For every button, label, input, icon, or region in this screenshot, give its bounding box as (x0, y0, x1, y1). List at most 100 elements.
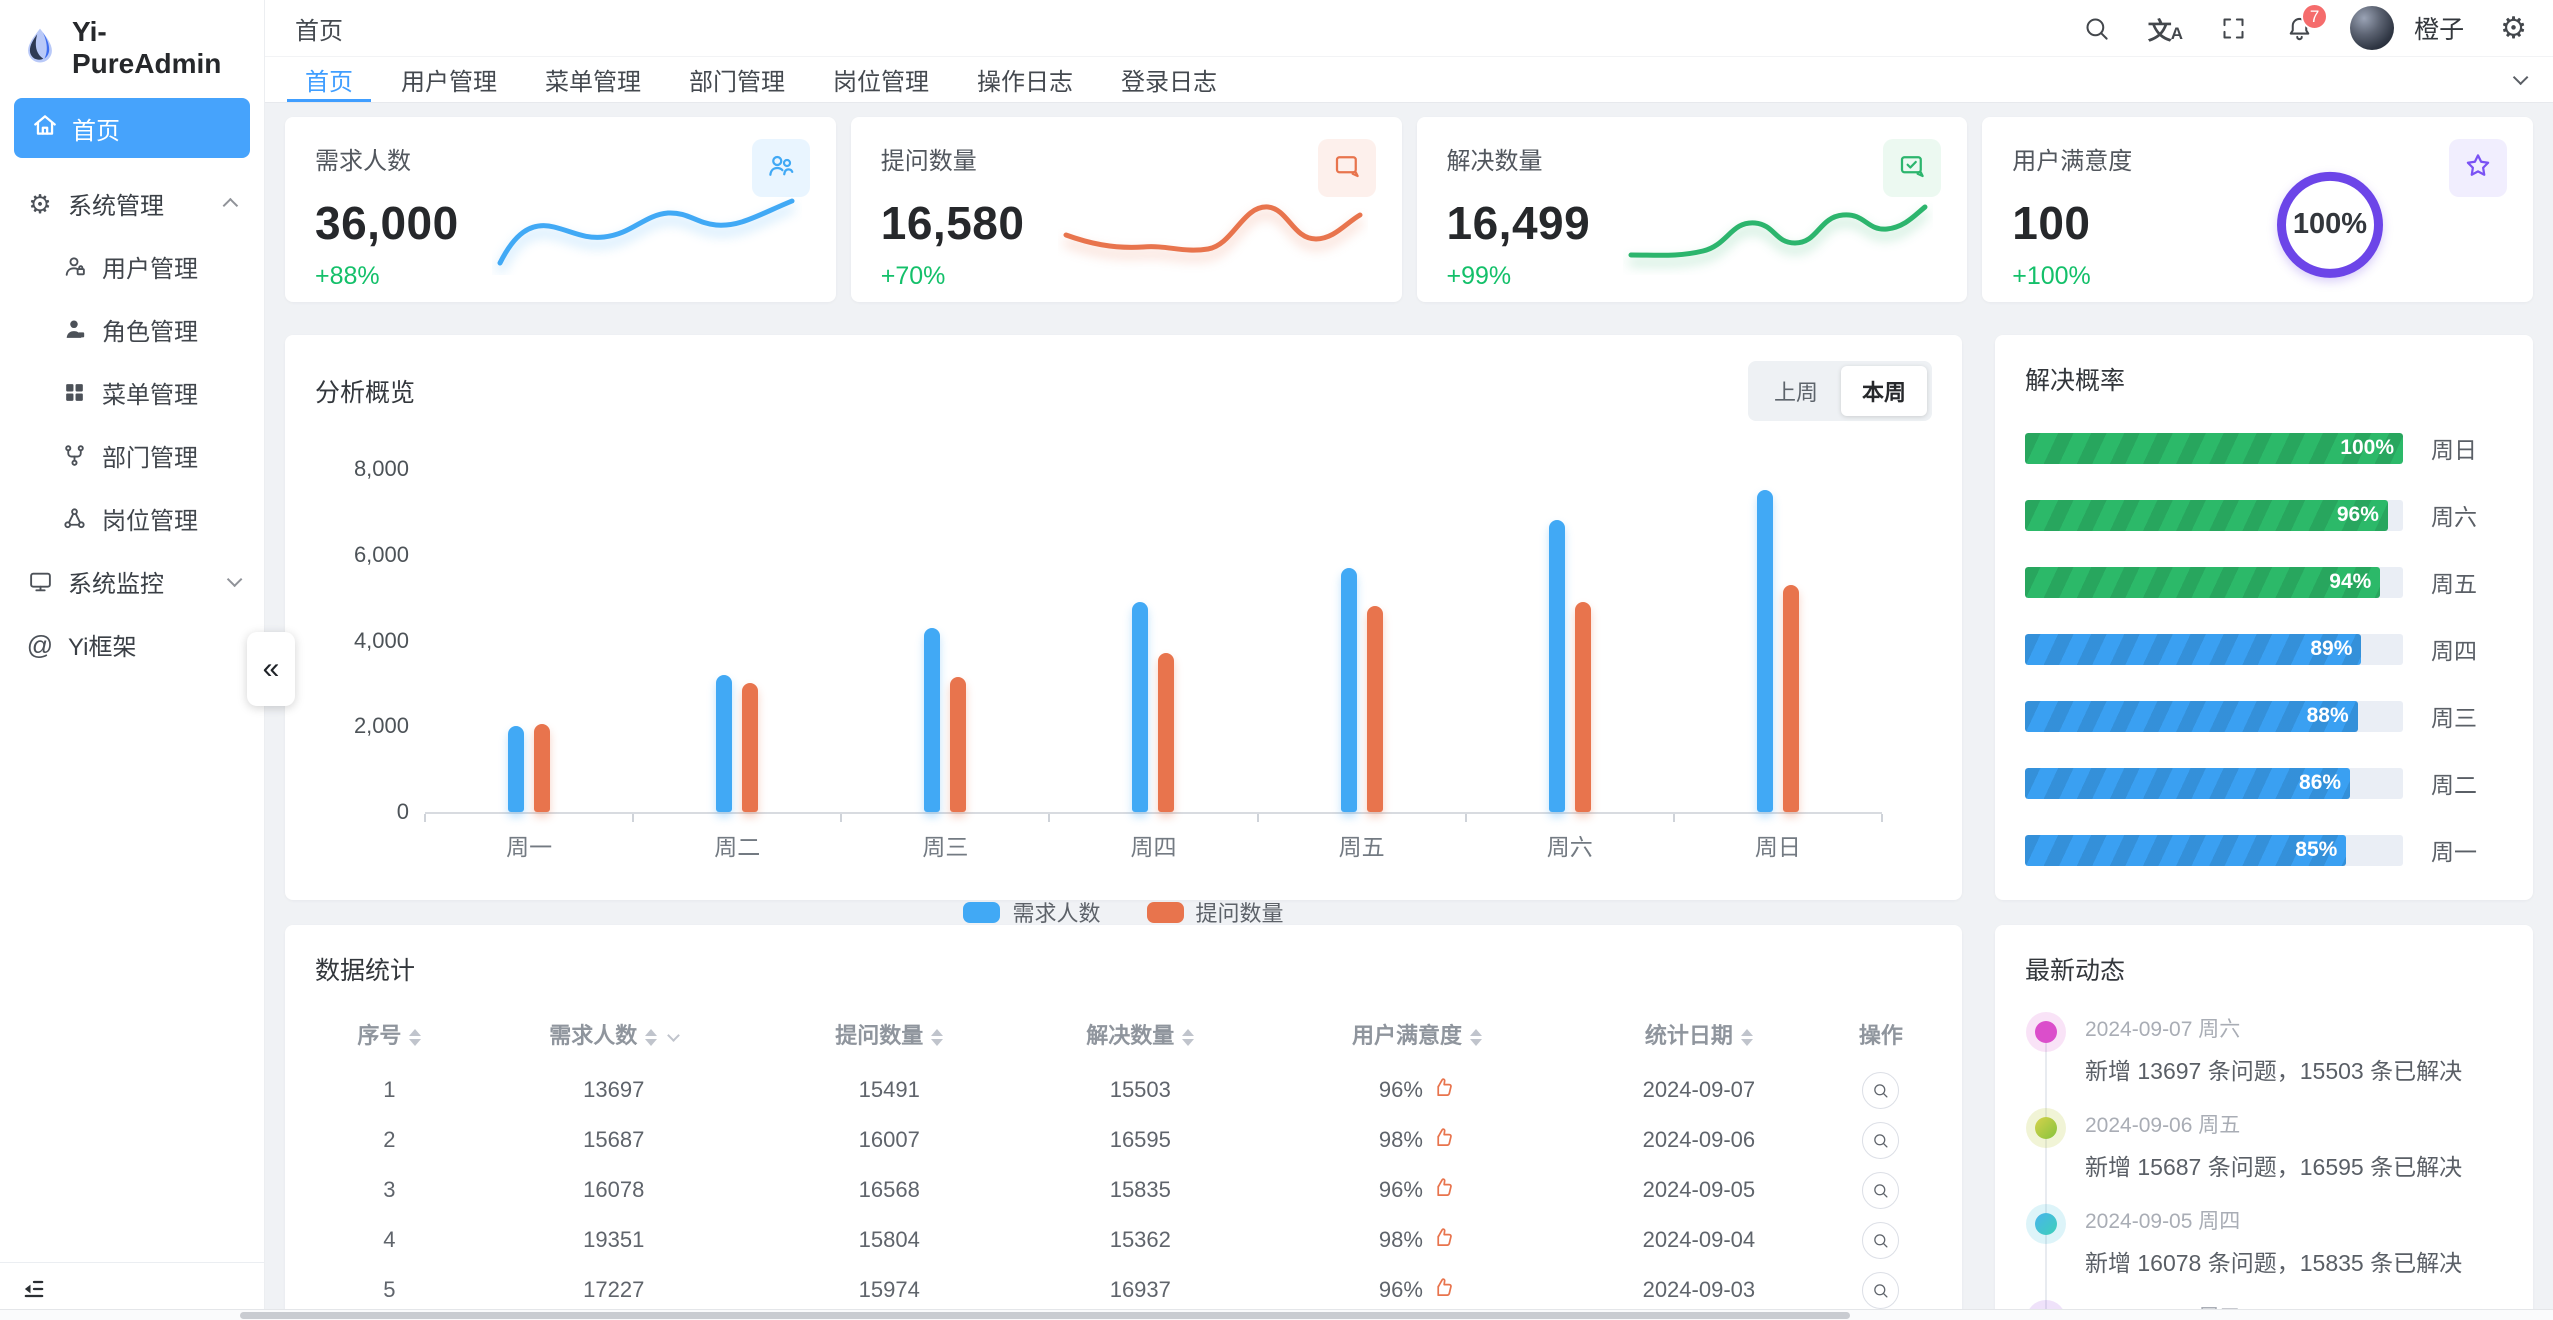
solve-row-周六: 96% 周六 (2025, 498, 2503, 532)
satisfaction-cell: 96% (1266, 1065, 1568, 1115)
bar-提问数量[interactable] (742, 683, 759, 812)
tab-首页[interactable]: 首页 (281, 57, 377, 102)
sort-carets-icon[interactable] (1740, 1028, 1753, 1046)
tab-岗位管理[interactable]: 岗位管理 (833, 69, 929, 96)
bar-提问数量[interactable] (1574, 601, 1591, 812)
sort-carets-icon[interactable] (409, 1028, 422, 1046)
sort-carets-icon[interactable] (1469, 1028, 1482, 1046)
collapse-sidebar-icon[interactable] (20, 1275, 48, 1308)
table-cell: 15362 (1109, 1227, 1171, 1252)
sort-carets-icon[interactable] (931, 1028, 944, 1046)
breadcrumb: 首页 (295, 17, 343, 45)
bar-需求人数[interactable] (1132, 601, 1149, 812)
bar-需求人数[interactable] (508, 726, 525, 812)
bar-需求人数[interactable] (1756, 490, 1773, 812)
solve-rate-panel: 解决概率 100% 周日 96% 周六 94% 周五 89% 周四 88% 周三 86% 周二 85% 周… (1995, 335, 2533, 900)
legend-swatch (1146, 901, 1184, 923)
bar-提问数量[interactable] (1158, 653, 1175, 812)
bar-提问数量[interactable] (1782, 584, 1799, 812)
date-cell: 2024-09-03 (1642, 1277, 1756, 1302)
satisfaction-value: 96% (1379, 1276, 1455, 1305)
sidebar-item-部门管理[interactable]: 部门管理 (0, 424, 264, 487)
fullscreen-icon[interactable] (2218, 13, 2248, 43)
statistics-title: 数据统计 (315, 957, 416, 985)
translate-icon[interactable]: 文A (2147, 17, 2183, 45)
search-icon[interactable] (2082, 13, 2112, 43)
bar-提问数量[interactable] (950, 676, 967, 812)
stat-cards-row: 需求人数 36,000 +88% 提问数量 16,580 +70% 解决数量 16,499 +9… (285, 117, 2533, 302)
notification-bell-icon[interactable]: 7 (2284, 3, 2329, 43)
bar-需求人数[interactable] (924, 627, 941, 812)
username[interactable]: 橙子 (2414, 16, 2465, 44)
sidebar-item-系统监控[interactable]: 系统监控 (0, 550, 264, 613)
sidebar-collapse-handle[interactable]: « (247, 632, 295, 706)
range-button-本周[interactable]: 本周 (1840, 366, 1927, 416)
overview-panel: 分析概览 上周 本周 8,000 6,000 4,000 2,000 0 周一 周二 周三 周四… (285, 335, 1962, 926)
range-button-上周[interactable]: 上周 (1753, 366, 1839, 416)
bar-提问数量[interactable] (1366, 606, 1383, 812)
tab-登录日志[interactable]: 登录日志 (1121, 69, 1217, 96)
tab-部门管理[interactable]: 部门管理 (689, 69, 785, 96)
bar-需求人数[interactable] (1340, 567, 1357, 812)
progress-track: 86% (2025, 767, 2403, 799)
progress-percent: 88% (2306, 704, 2349, 727)
y-axis-label: 0 (396, 799, 409, 824)
avatar[interactable] (2350, 6, 2395, 50)
progress-track: 85% (2025, 834, 2403, 866)
bar-需求人数[interactable] (716, 674, 733, 812)
view-detail-button[interactable] (1862, 1221, 1900, 1259)
table-cell: 13697 (583, 1077, 645, 1102)
tab-菜单管理[interactable]: 菜单管理 (545, 69, 641, 96)
view-detail-button[interactable] (1862, 1071, 1900, 1109)
progress-percent: 96% (2336, 503, 2379, 526)
operation-cell (1830, 1215, 1932, 1265)
view-detail-button[interactable] (1862, 1121, 1900, 1159)
table-cell: 1 (383, 1077, 396, 1102)
filter-chevron-icon[interactable] (667, 1028, 681, 1042)
sidebar-item-home[interactable]: 首页 (14, 98, 250, 158)
sidebar-item-角色管理[interactable]: 角色管理 (0, 298, 264, 361)
settings-gear-icon[interactable]: ⚙︎ (2500, 11, 2527, 45)
date-cell: 2024-09-05 (1642, 1177, 1756, 1202)
table-row: 5 17227 15974 16937 96% 2024-09-03 (315, 1265, 1932, 1315)
view-detail-button[interactable] (1862, 1171, 1900, 1209)
tab-用户管理[interactable]: 用户管理 (401, 69, 497, 96)
bar-chart-plot: 8,000 6,000 4,000 2,000 0 (354, 456, 1883, 824)
legend-item-需求人数[interactable]: 需求人数 (963, 896, 1101, 928)
thumb-up-icon (1432, 1226, 1455, 1255)
sidebar-item-菜单管理[interactable]: 菜单管理 (0, 361, 264, 424)
sidebar-item-label: 角色管理 (102, 319, 198, 346)
sidebar-item-Yi框架[interactable]: @ Yi框架 (0, 613, 264, 676)
sidebar-footer (0, 1262, 264, 1320)
sidebar-item-岗位管理[interactable]: 岗位管理 (0, 487, 264, 550)
bar-需求人数[interactable] (1548, 520, 1565, 812)
column-label: 解决数量 (1086, 1023, 1175, 1048)
sidebar-item-用户管理[interactable]: 用户管理 (0, 235, 264, 298)
content: 需求人数 36,000 +88% 提问数量 16,580 +70% 解决数量 16,499 +9… (265, 103, 2553, 1320)
satisfaction-percent: 96% (1378, 1177, 1423, 1202)
sparkline-chart (492, 175, 802, 280)
sidebar-item-系统管理[interactable]: ⚙︎ 系统管理 (0, 172, 264, 235)
tabs-dropdown-icon[interactable] (2483, 57, 2553, 102)
column-header-解决数量: 解决数量 (1015, 1003, 1266, 1065)
date-cell: 2024-09-06 (1642, 1127, 1756, 1152)
stat-card-icon-box (751, 139, 810, 197)
legend-item-提问数量[interactable]: 提问数量 (1146, 896, 1284, 928)
scrollbar-thumb[interactable] (240, 1312, 1850, 1319)
horizontal-scrollbar[interactable] (0, 1309, 2553, 1320)
tab-操作日志[interactable]: 操作日志 (977, 69, 1073, 96)
legend-label: 需求人数 (1012, 901, 1101, 926)
progress-percent: 89% (2310, 637, 2353, 660)
view-detail-button[interactable] (1862, 1271, 1900, 1309)
news-item: 2024-09-06 周五 新增 15687 条问题，16595 条已解决 (2035, 1109, 2503, 1182)
sort-carets-icon[interactable] (645, 1028, 658, 1046)
y-axis-label: 2,000 (353, 713, 409, 739)
sort-carets-icon[interactable] (1182, 1028, 1195, 1046)
bottom-row: 数据统计 序号 需求人数 提问数量 解决数量 用户满意度 统计日期 操作 1 13697 154… (285, 925, 2533, 1320)
column-label: 用户满意度 (1351, 1023, 1462, 1048)
axis-tick (632, 814, 635, 822)
stat-card-icon-box (1317, 139, 1376, 197)
table-cell: 15804 (858, 1227, 920, 1252)
bar-提问数量[interactable] (534, 724, 551, 812)
sidebar-item-label: 系统管理 (68, 193, 164, 220)
